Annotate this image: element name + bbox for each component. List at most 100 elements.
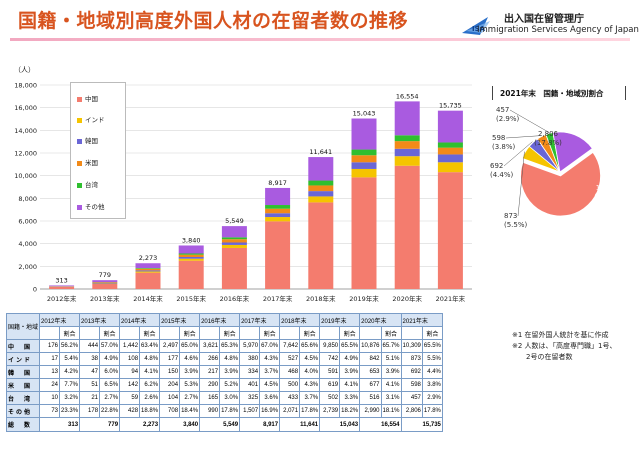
- table-cell-count: 38: [79, 352, 101, 366]
- table-cell-count: 10,876: [359, 339, 382, 353]
- table-share-subheader: 割合: [380, 326, 402, 340]
- table-cell-share: 5.1%: [380, 352, 402, 366]
- bar-segment: [351, 177, 377, 289]
- bar-segment: [49, 287, 75, 289]
- legend-swatch-india: [77, 117, 82, 123]
- table-cell-share: 3.9%: [179, 365, 201, 379]
- bar-segment: [265, 205, 291, 209]
- bar-segment: [308, 180, 334, 186]
- agency-logo-text: ISA: [472, 25, 486, 33]
- x-tick-label: 2021年末: [436, 294, 466, 303]
- legend-swatch-other: [77, 204, 82, 210]
- table-row: 韓 国 13 4.2% 47 6.0% 94 4.1% 150 3.9% 217 3.9% 334 3.…: [5, 365, 443, 379]
- bar-segment: [178, 258, 204, 261]
- table-corner-header: 国籍・地域: [5, 313, 41, 340]
- legend-swatch-usa: [77, 160, 82, 166]
- table-cell-count: 10,309: [400, 339, 423, 353]
- table-row: 台 湾 10 3.2% 21 2.7% 59 2.6% 104 2.7% 165 3.0% 325 3.…: [5, 391, 443, 405]
- table-cell-share: 2.6%: [139, 391, 161, 405]
- pie-value-label: 457: [496, 106, 509, 114]
- table-row-header: インド: [5, 352, 41, 366]
- table-cell-count: 500: [279, 378, 301, 392]
- bar-total-label: 15,735: [439, 102, 462, 110]
- table-count-subheader: [239, 326, 261, 340]
- table-cell-share: 17.8%: [219, 404, 241, 418]
- table-cell-count: 334: [239, 365, 261, 379]
- bar-segment: [437, 147, 463, 155]
- bar-segment: [351, 149, 377, 156]
- table-cell-count: 873: [400, 352, 423, 366]
- x-tick-label: 2013年末: [90, 294, 120, 303]
- bar-segment: [437, 142, 463, 148]
- bar-total-label: 16,554: [396, 92, 419, 100]
- bar-total-label: 3,840: [182, 236, 201, 244]
- x-tick-label: 2019年末: [349, 294, 379, 303]
- chart-legend: 中国 インド 韓国 米国 台湾 その他: [70, 82, 126, 219]
- table-cell-share: 3.0%: [219, 391, 241, 405]
- table-year-header: 2018年末: [279, 313, 321, 327]
- pie-value-label: 2,806: [538, 130, 559, 138]
- table-cell-share: 17.8%: [299, 404, 321, 418]
- y-tick-label: 4,000: [18, 240, 37, 248]
- table-cell-count: 502: [319, 391, 341, 405]
- table-cell-share: 4.8%: [219, 352, 241, 366]
- bar-segment: [178, 253, 204, 255]
- bar-segment: [308, 157, 334, 181]
- pie-percent-label: (2.9%): [496, 115, 520, 123]
- bar-segment: [178, 254, 204, 257]
- table-cell-share: 67.0%: [259, 339, 281, 353]
- legend-swatch-china: [77, 96, 82, 102]
- bar-segment: [92, 283, 118, 284]
- bar-segment: [221, 237, 247, 240]
- table-share-subheader: 割合: [421, 326, 443, 340]
- table-cell-count: 176: [39, 339, 61, 353]
- bar-segment: [178, 256, 204, 259]
- bar-segment: [265, 187, 291, 206]
- table-count-subheader: [279, 326, 301, 340]
- bar-total-label: 2,273: [139, 254, 158, 262]
- table-cell-count: 150: [159, 365, 181, 379]
- table-cell-count: 217: [199, 365, 221, 379]
- bar-segment: [49, 285, 75, 287]
- table-cell-share: 3.7%: [259, 365, 281, 379]
- table-share-subheader: 割合: [59, 326, 81, 340]
- table-cell-count: 2,739: [319, 404, 341, 418]
- table-share-subheader: 割合: [339, 326, 361, 340]
- legend-label: 米国: [85, 159, 98, 167]
- table-year-header: 2013年末: [79, 313, 121, 327]
- legend-item: 中国: [77, 93, 98, 103]
- table-cell-count: 266: [199, 352, 221, 366]
- bar-segment: [92, 280, 118, 283]
- table-cell-share: 5.5%: [421, 352, 443, 366]
- legend-swatch-taiwan: [77, 182, 82, 188]
- bar-segment: [394, 165, 420, 289]
- table-cell-share: 63.4%: [139, 339, 161, 353]
- table-cell-share: 4.4%: [421, 365, 443, 379]
- stacked-bar-chart: （人） 0 2,000 4,000 6,000 8,000 10,000 12,000 14,0…: [14, 66, 472, 303]
- footnote: 2号の在留者数: [512, 353, 573, 361]
- table-cell-count: 290: [199, 378, 221, 392]
- x-tick-label: 2014年末: [133, 294, 163, 303]
- table-row-header: 韓 国: [5, 365, 41, 379]
- table-cell-share: 3.3%: [339, 391, 361, 405]
- table-cell-share: 5.4%: [59, 352, 81, 366]
- table-total-cell: 11,641: [279, 417, 321, 432]
- bar-segment: [437, 162, 463, 173]
- table-cell-count: 142: [119, 378, 141, 392]
- bar-segment: [178, 260, 204, 289]
- table-cell-count: 468: [279, 365, 301, 379]
- table-cell-count: 10: [39, 391, 61, 405]
- bar-total-label: 11,641: [309, 148, 332, 156]
- bar-total-label: 15,043: [353, 110, 376, 118]
- table-row-header: 台 湾: [5, 391, 41, 405]
- table-cell-count: 7,642: [279, 339, 301, 353]
- bar-segment: [308, 191, 334, 197]
- pie-percent-label: (5.5%): [504, 221, 528, 229]
- table-cell-share: 2.9%: [421, 391, 443, 405]
- table-count-subheader: [39, 326, 61, 340]
- bar-segment: [92, 282, 118, 284]
- table-cell-share: 16.9%: [259, 404, 281, 418]
- table-cell-share: 4.0%: [299, 365, 321, 379]
- table-cell-count: 2,497: [159, 339, 181, 353]
- table-cell-share: 65.7%: [380, 339, 402, 353]
